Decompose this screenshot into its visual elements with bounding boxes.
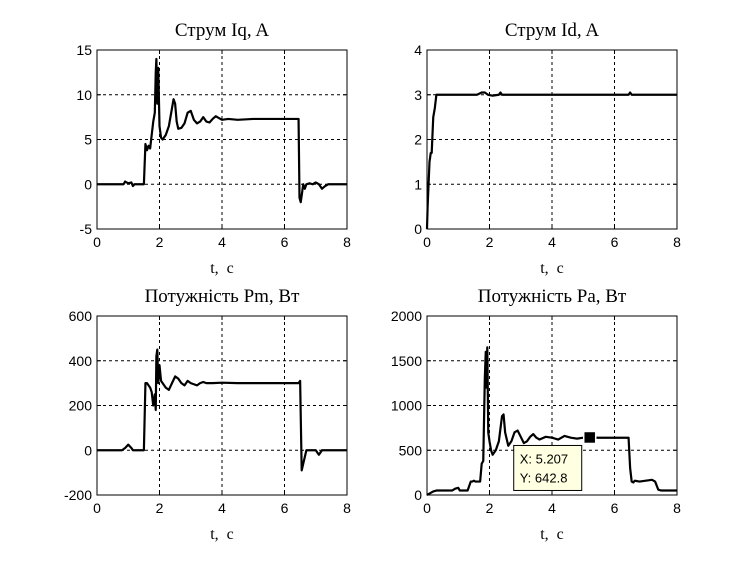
id-x-tick-label: 2 bbox=[486, 234, 494, 250]
iq-y-tick-label: 15 bbox=[76, 42, 92, 58]
iq-plot-area bbox=[97, 50, 347, 229]
id-plot-area bbox=[427, 50, 677, 229]
axes-pa: 0 2 4 6 8 0 500 1000 1500 2000 Потужність Pa, Вт t,… bbox=[391, 286, 681, 543]
iq-chart-title: Струм Iq, A bbox=[175, 20, 270, 41]
pa-datatip-line: Y: 642.8 bbox=[520, 470, 568, 485]
pm-x-axis-label: t, c bbox=[210, 526, 234, 543]
pm-y-tick-label: -200 bbox=[64, 487, 92, 503]
pa-y-tick-label: 0 bbox=[414, 487, 422, 503]
pa-x-tick-label: 2 bbox=[486, 500, 494, 516]
pa-y-tick-label: 2000 bbox=[391, 308, 422, 324]
iq-x-tick-label: 2 bbox=[156, 234, 164, 250]
axes-id: 0 2 4 6 8 0 1 2 3 4 Струм Id, A t, c bbox=[414, 20, 681, 277]
pm-x-tick-label: 4 bbox=[218, 500, 226, 516]
pm-y-tick-label: 200 bbox=[69, 398, 93, 414]
id-y-tick-label: 4 bbox=[414, 42, 422, 58]
iq-y-tick-label: -5 bbox=[80, 221, 93, 237]
id-y-tick-label: 1 bbox=[414, 176, 422, 192]
pa-datatip-line: X: 5.207 bbox=[520, 451, 568, 466]
pa-datatip[interactable]: X: 5.207 Y: 642.8 bbox=[513, 430, 597, 491]
id-x-tick-label: 8 bbox=[673, 234, 681, 250]
pm-series-line bbox=[97, 348, 347, 472]
pm-y-tick-label: 400 bbox=[69, 353, 93, 369]
id-x-axis-label: t, c bbox=[540, 260, 564, 277]
iq-y-tick-label: 0 bbox=[84, 176, 92, 192]
pm-chart-title: Потужність Pm, Вт bbox=[145, 286, 301, 307]
iq-y-tick-label: 10 bbox=[76, 87, 92, 103]
pa-x-axis-label: t, c bbox=[540, 526, 564, 543]
iq-x-tick-label: 6 bbox=[281, 234, 289, 250]
pm-plot-area bbox=[97, 316, 347, 495]
pa-y-tick-label: 1500 bbox=[391, 353, 422, 369]
id-x-tick-label: 4 bbox=[548, 234, 556, 250]
pa-y-tick-label: 1000 bbox=[391, 398, 422, 414]
id-y-tick-label: 3 bbox=[414, 87, 422, 103]
iq-x-axis-label: t, c bbox=[210, 260, 234, 277]
id-x-tick-label: 6 bbox=[611, 234, 619, 250]
pa-x-tick-label: 8 bbox=[673, 500, 681, 516]
iq-series-line bbox=[97, 57, 347, 204]
pm-x-tick-label: 8 bbox=[343, 500, 351, 516]
id-y-tick-label: 2 bbox=[414, 132, 422, 148]
pa-x-tick-label: 6 bbox=[611, 500, 619, 516]
id-y-tick-label: 0 bbox=[414, 221, 422, 237]
pm-x-tick-label: 2 bbox=[156, 500, 164, 516]
pm-y-tick-label: 600 bbox=[69, 308, 93, 324]
iq-x-tick-label: 8 bbox=[343, 234, 351, 250]
iq-x-tick-label: 4 bbox=[218, 234, 226, 250]
pa-x-tick-label: 0 bbox=[423, 500, 431, 516]
id-chart-title: Струм Id, A bbox=[505, 20, 600, 41]
pa-series-line bbox=[426, 346, 677, 496]
pa-chart-title: Потужність Pa, Вт bbox=[478, 286, 627, 307]
iq-x-tick-label: 0 bbox=[93, 234, 101, 250]
pa-datatip-box bbox=[513, 444, 583, 491]
pa-x-tick-label: 4 bbox=[548, 500, 556, 516]
pm-x-tick-label: 6 bbox=[281, 500, 289, 516]
pa-datatip-marker[interactable] bbox=[582, 430, 597, 445]
iq-y-tick-label: 5 bbox=[84, 132, 92, 148]
id-x-tick-label: 0 bbox=[423, 234, 431, 250]
pm-y-tick-label: 0 bbox=[84, 442, 92, 458]
pa-y-tick-label: 500 bbox=[399, 442, 423, 458]
pm-x-tick-label: 0 bbox=[93, 500, 101, 516]
id-series-line bbox=[425, 91, 677, 230]
